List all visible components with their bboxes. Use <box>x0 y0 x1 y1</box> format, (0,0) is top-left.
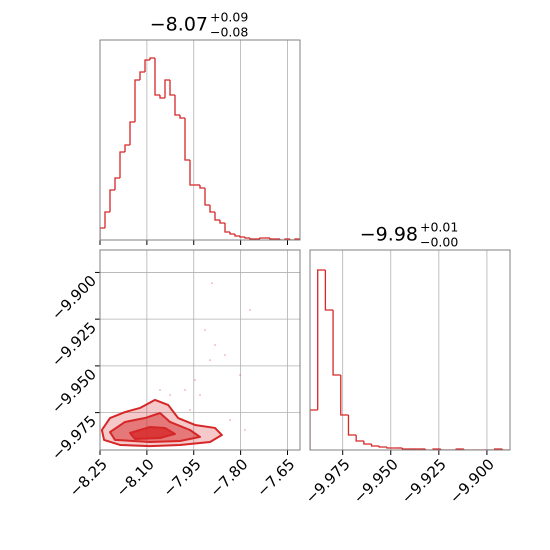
hist-step <box>501 449 510 450</box>
hist-step <box>159 95 165 99</box>
hist-step <box>209 205 215 213</box>
x-tick-label: −9.925 <box>398 455 450 507</box>
hist-step <box>355 435 364 442</box>
sample-point <box>159 389 161 391</box>
hist-step <box>289 239 295 240</box>
hist-step <box>129 121 135 145</box>
hist-step <box>144 59 150 72</box>
title-upper: +0.01 <box>420 220 458 235</box>
x-tick-label: −8.10 <box>113 455 158 500</box>
hist-step <box>109 189 115 212</box>
x-tick-label: −9.975 <box>302 455 354 507</box>
hist-step <box>440 449 449 450</box>
sample-point <box>169 394 171 397</box>
sample-point <box>249 309 251 311</box>
hist-step <box>239 236 245 238</box>
sample-point <box>199 394 201 397</box>
x-tick-label: −7.65 <box>253 455 298 500</box>
sample-point <box>184 389 186 391</box>
hist-step <box>378 446 387 448</box>
axes-frame <box>99 249 301 451</box>
contour-level <box>129 426 176 440</box>
y-tick-label: −9.975 <box>48 412 100 464</box>
hist-step <box>340 375 349 416</box>
hist-step <box>424 449 434 450</box>
hist-step <box>259 237 265 239</box>
title-lower: −0.00 <box>420 235 458 250</box>
hist-step <box>249 238 255 240</box>
hist-step <box>219 220 225 224</box>
y-tick-label: −9.925 <box>48 318 100 370</box>
sample-point <box>244 429 246 431</box>
hist-step <box>324 270 334 311</box>
x-tick-label: −9.950 <box>350 455 402 507</box>
sample-point <box>239 374 241 377</box>
hist-step <box>386 447 395 449</box>
hist-step <box>229 232 235 235</box>
hist-step <box>149 57 155 60</box>
hist-step <box>134 79 140 122</box>
sample-point <box>189 409 191 411</box>
y-tick-label: −9.900 <box>48 272 100 324</box>
hist-step <box>174 95 180 116</box>
x-tick-label: −9.900 <box>446 455 498 507</box>
title-upper: +0.09 <box>210 10 248 25</box>
panel-title: −9.98 <box>360 224 418 246</box>
hist-step <box>332 310 341 376</box>
hist-step <box>104 211 110 228</box>
hist-step <box>347 415 357 436</box>
sample-point <box>211 282 213 285</box>
x-tick-label: −7.80 <box>206 455 251 500</box>
hist-step <box>114 177 120 190</box>
y-tick-label: −9.950 <box>48 365 100 417</box>
hist-step <box>363 441 372 445</box>
hist-step <box>189 160 195 186</box>
sample-point <box>194 379 196 382</box>
hist-step <box>234 234 240 237</box>
hist-step <box>244 237 250 239</box>
hist-step <box>100 227 105 240</box>
hist-step <box>269 238 275 240</box>
hist-step <box>370 444 380 447</box>
sample-point <box>229 419 231 422</box>
x-tick-label: −7.95 <box>160 455 205 500</box>
sample-point <box>214 343 216 346</box>
axes-frame <box>99 39 301 241</box>
axes-frame <box>309 249 511 451</box>
histogram <box>310 269 510 450</box>
hist-step <box>214 212 220 221</box>
hist-step <box>139 71 145 80</box>
hist-step <box>279 239 285 240</box>
hist-step <box>164 79 170 98</box>
hist-step <box>154 58 160 96</box>
hist-step <box>169 80 175 96</box>
sample-point <box>224 354 226 357</box>
sample-point <box>204 329 206 331</box>
hist-step <box>310 409 318 450</box>
hist-step <box>317 269 326 410</box>
hist-step <box>401 448 410 450</box>
hist-step <box>204 188 210 206</box>
panel-title: −8.07 <box>150 14 208 36</box>
hist-step <box>124 144 130 152</box>
hist-step <box>184 118 190 161</box>
title-lower: −0.08 <box>210 25 248 40</box>
hist-step <box>119 151 125 178</box>
hist-step <box>463 449 472 450</box>
density <box>100 282 251 448</box>
hist-step <box>179 115 185 119</box>
sample-point <box>209 359 211 362</box>
hist-step <box>199 185 205 189</box>
hist-step <box>224 223 230 233</box>
histogram <box>100 57 300 240</box>
x-tick-label: −8.25 <box>66 455 111 500</box>
